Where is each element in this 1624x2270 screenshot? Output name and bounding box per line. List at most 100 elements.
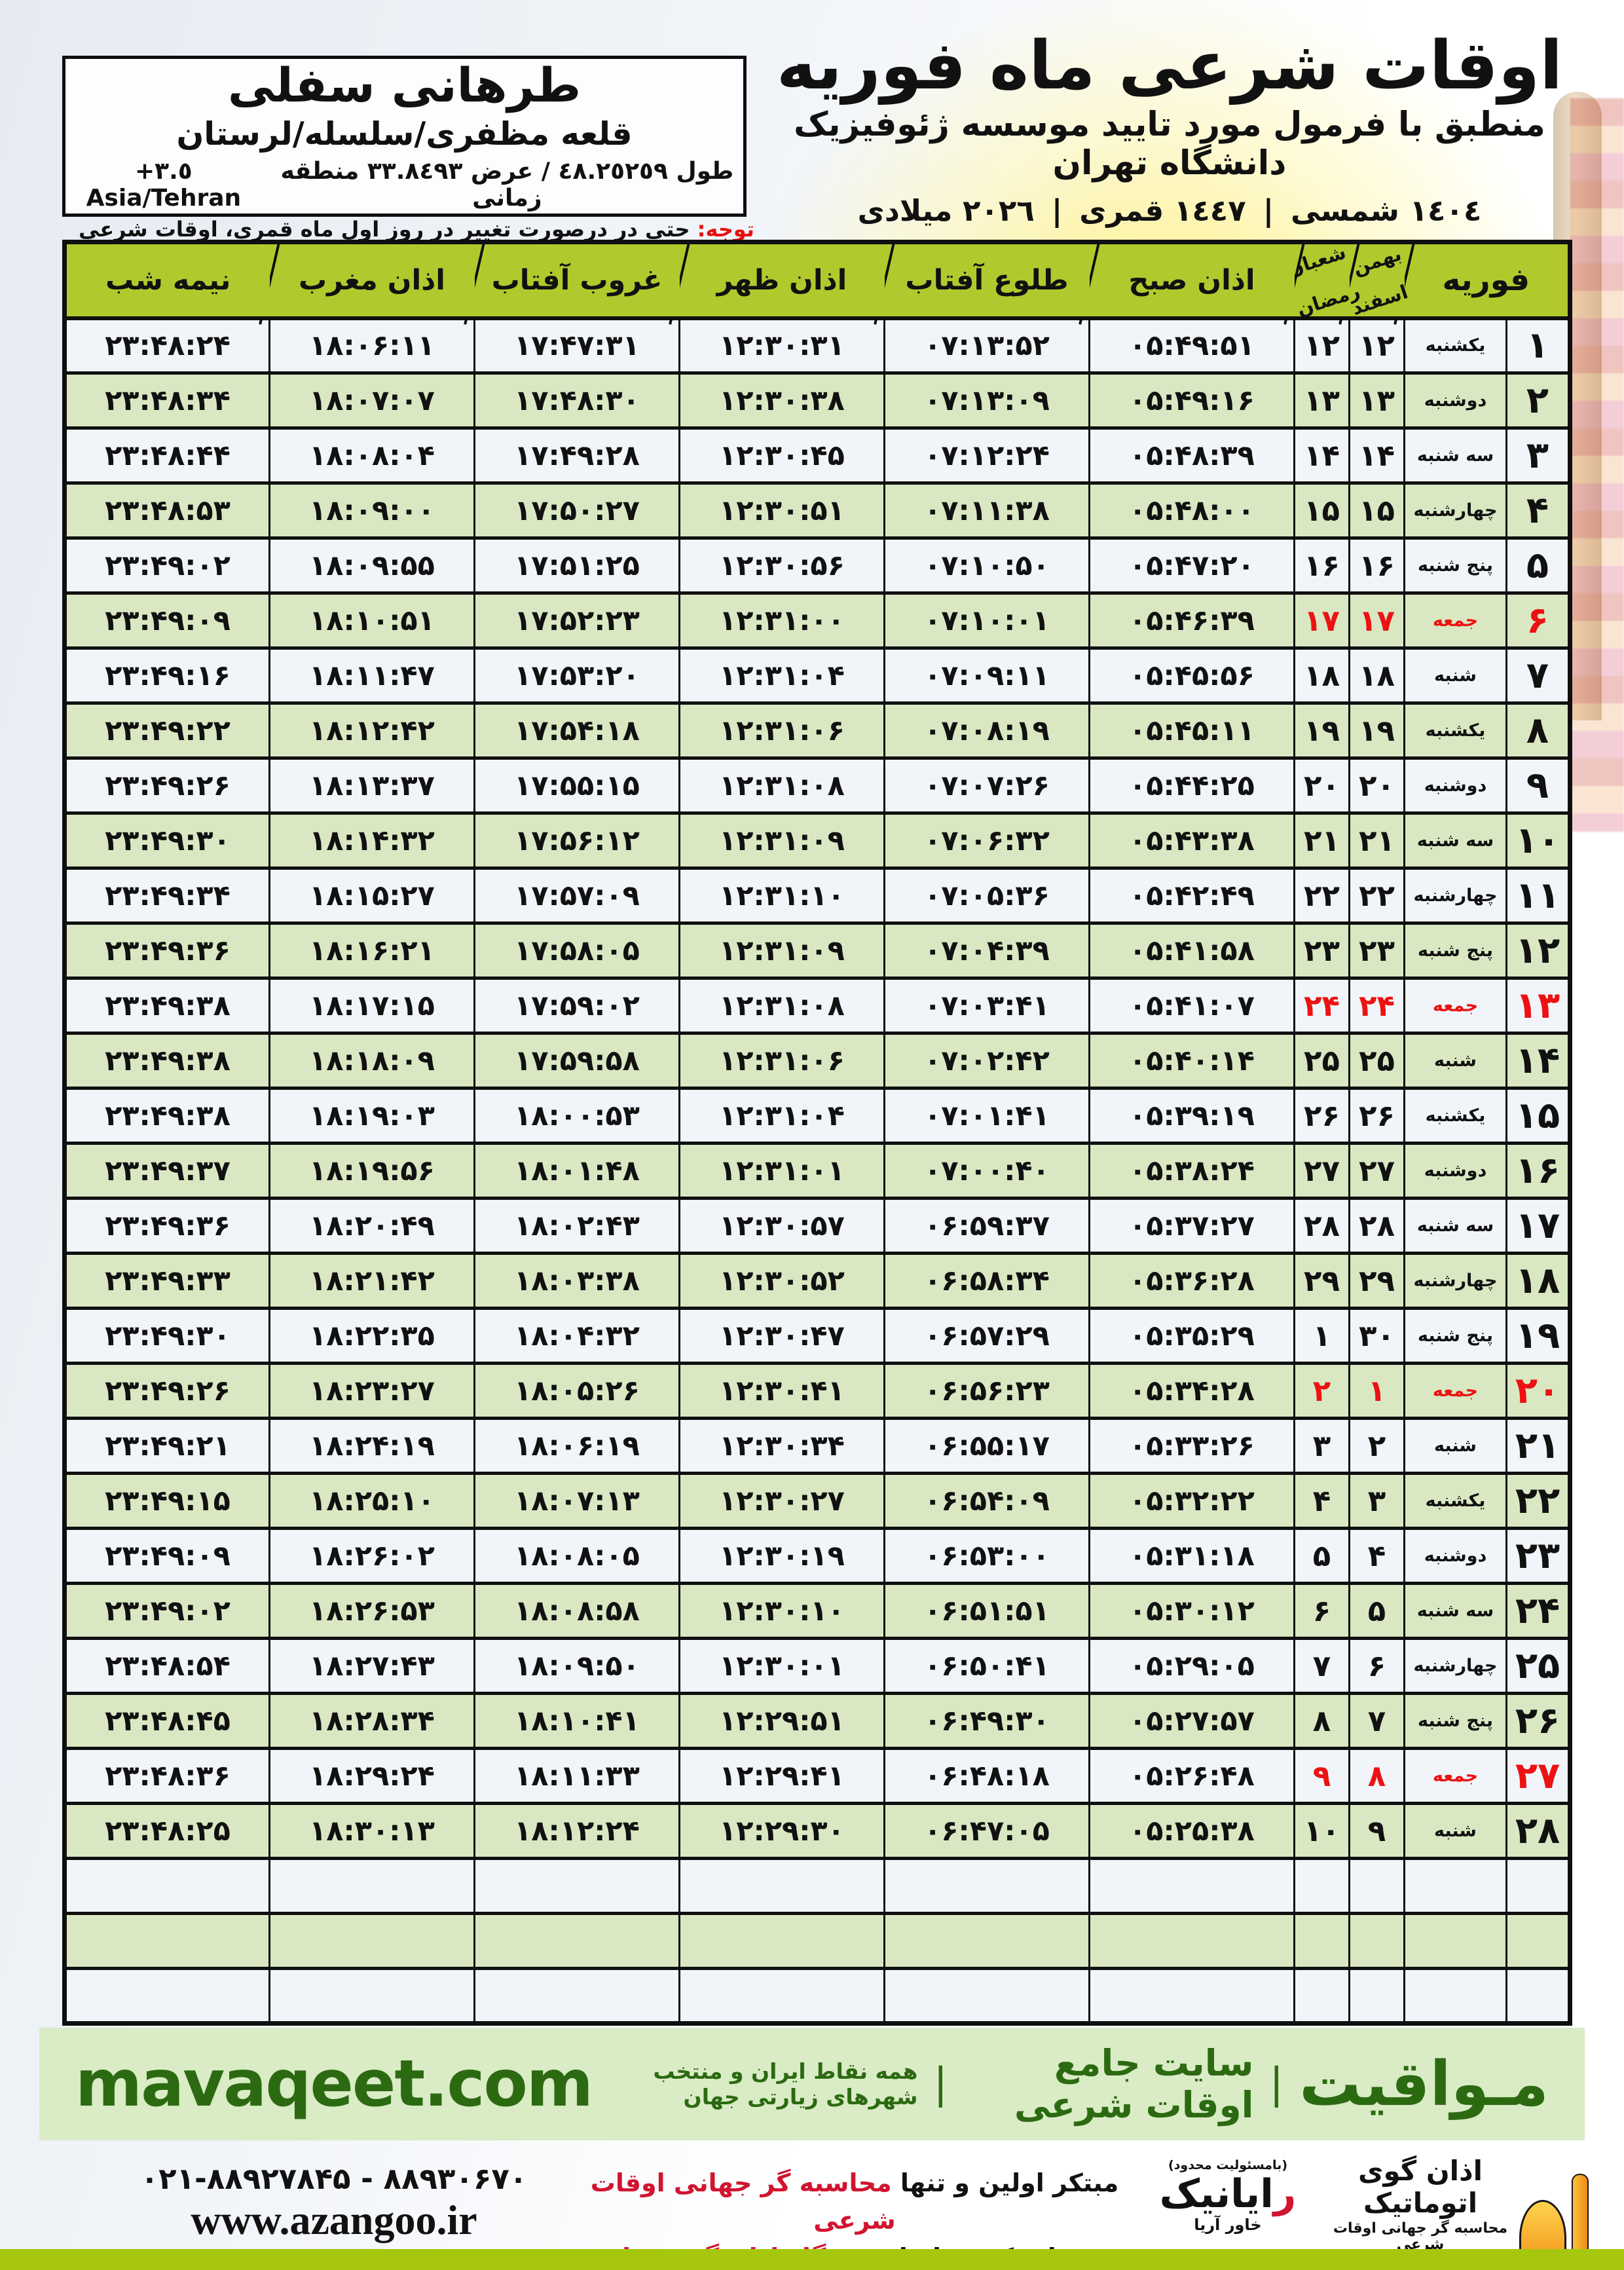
midnight-time: ۲۳:۴۹:۰۹ — [64, 591, 270, 648]
dhuhr-time: ۱۲:۳۰:۳۸ — [678, 371, 885, 428]
fajr-time: ۰۵:۳۸:۲۴ — [1088, 1142, 1295, 1199]
weekday-name: دوشنبه — [1403, 1527, 1507, 1584]
table-row: ۸ یکشنبه ۱۹ ۱۹ ۰۵:۴۵:۱۱ ۰۷:۰۸:۱۹ ۱۲:۳۱:۰… — [64, 701, 1570, 758]
weekday-name — [1403, 1967, 1507, 2024]
mavaqeet-url: mavaqeet.com — [75, 2047, 593, 2121]
solar-month-day: ۸ — [1348, 1747, 1405, 1804]
fajr-time: ۰۵:۴۵:۵۶ — [1088, 646, 1295, 703]
weekday-name: جمعه — [1403, 1747, 1507, 1804]
fajr-time: ۰۵:۳۷:۲۷ — [1088, 1197, 1295, 1254]
sunset-time: ۱۸:۰۹:۵۰ — [473, 1637, 680, 1694]
sunrise-time: ۰۶:۵۹:۳۷ — [883, 1197, 1090, 1254]
azangoo-logo: اذان گوی اتوماتیک محاسبه گر جهانی اوقات … — [1329, 2155, 1591, 2270]
solar-month-day: ۶ — [1348, 1637, 1405, 1694]
lunar-month-day — [1293, 1967, 1350, 2024]
rayanik-sub: خاور آریا — [1194, 2216, 1262, 2234]
lunar-month-day: ۱۹ — [1293, 701, 1350, 758]
midnight-time: ۲۳:۴۹:۲۶ — [64, 756, 270, 813]
dhuhr-time: ۱۲:۳۱:۰۰ — [678, 591, 885, 648]
sunrise-time: ۰۷:۰۳:۴۱ — [883, 977, 1090, 1033]
solar-month-day: ۲۴ — [1348, 977, 1405, 1033]
sunrise-time: ۰۶:۵۵:۱۷ — [883, 1417, 1090, 1474]
solar-month-day: ۵ — [1348, 1582, 1405, 1639]
dhuhr-time: ۱۲:۲۹:۳۰ — [678, 1802, 885, 1859]
weekday-name: سه شنبه — [1403, 811, 1507, 868]
fajr-time: ۰۵:۴۱:۵۸ — [1088, 921, 1295, 978]
sunset-time — [473, 1857, 680, 1914]
sunrise-time: ۰۷:۱۰:۵۰ — [883, 536, 1090, 593]
solar-month-day: ۷ — [1348, 1692, 1405, 1749]
year-separator: | — [1051, 193, 1063, 229]
maghrib-time: ۱۸:۱۴:۳۲ — [268, 811, 475, 868]
rayanik-name: رایانیک — [1146, 2172, 1310, 2216]
weekday-name: چهارشنبه — [1403, 1252, 1507, 1309]
fajr-time: ۰۵:۳۱:۱۸ — [1088, 1527, 1295, 1584]
sunrise-time: ۰۷:۱۳:۰۹ — [883, 371, 1090, 428]
sunset-time: ۱۷:۵۰:۲۷ — [473, 481, 680, 538]
dhuhr-time: ۱۲:۳۰:۰۱ — [678, 1637, 885, 1694]
solar-month-day: ۴ — [1348, 1527, 1405, 1584]
dhuhr-time: ۱۲:۳۰:۱۹ — [678, 1527, 885, 1584]
dhuhr-time: ۱۲:۳۱:۰۸ — [678, 756, 885, 813]
tagline-line1-black: مبتکر اولین و تنها — [900, 2168, 1119, 2197]
fajr-time: ۰۵:۴۴:۲۵ — [1088, 756, 1295, 813]
solar-month-day: ۲۸ — [1348, 1197, 1405, 1254]
midnight-time: ۲۳:۴۹:۳۸ — [64, 1032, 270, 1088]
sunrise-time: ۰۷:۰۵:۳۶ — [883, 866, 1090, 923]
table-row: ۱۵ یکشنبه ۲۶ ۲۶ ۰۵:۳۹:۱۹ ۰۷:۰۱:۴۱ ۱۲:۳۱:… — [64, 1087, 1570, 1144]
solar-month-day: ۱۴ — [1348, 426, 1405, 483]
maghrib-time: ۱۸:۱۱:۴۷ — [268, 646, 475, 703]
lunar-month-day: ۶ — [1293, 1582, 1350, 1639]
sunset-time: ۱۷:۵۹:۰۲ — [473, 977, 680, 1033]
table-row: ۲۳ دوشنبه ۴ ۵ ۰۵:۳۱:۱۸ ۰۶:۵۳:۰۰ ۱۲:۳۰:۱۹… — [64, 1527, 1570, 1584]
year-solar: ١٤٠٤ شمسی — [1291, 193, 1482, 229]
maghrib-time: ۱۸:۲۲:۳۵ — [268, 1307, 475, 1364]
table-row: ۱۶ دوشنبه ۲۷ ۲۷ ۰۵:۳۸:۲۴ ۰۷:۰۰:۴۰ ۱۲:۳۱:… — [64, 1142, 1570, 1199]
table-row: ۲۰ جمعه ۱ ۲ ۰۵:۳۴:۲۸ ۰۶:۵۶:۲۳ ۱۲:۳۰:۴۱ ۱… — [64, 1362, 1570, 1419]
midnight-time: ۲۳:۴۹:۳۷ — [64, 1142, 270, 1199]
midnight-time: ۲۳:۴۸:۴۴ — [64, 426, 270, 483]
sunrise-time: ۰۷:۱۲:۲۴ — [883, 426, 1090, 483]
midnight-time: ۲۳:۴۹:۲۶ — [64, 1362, 270, 1419]
header-lunar-month: شعبان رمضان — [1284, 241, 1362, 320]
february-day-number: ۲ — [1505, 371, 1570, 428]
weekday-name: دوشنبه — [1403, 1142, 1507, 1199]
table-row — [64, 1857, 1570, 1914]
midnight-time: ۲۳:۴۹:۳۸ — [64, 1087, 270, 1144]
february-day-number: ۲۵ — [1505, 1637, 1570, 1694]
maghrib-time: ۱۸:۱۸:۰۹ — [268, 1032, 475, 1088]
midnight-time: ۲۳:۴۸:۳۶ — [64, 1747, 270, 1804]
sunset-time: ۱۷:۵۶:۱۲ — [473, 811, 680, 868]
lunar-month-day: ۱۷ — [1293, 591, 1350, 648]
weekday-name: شنبه — [1403, 1032, 1507, 1088]
dhuhr-time: ۱۲:۳۱:۰۸ — [678, 977, 885, 1033]
weekday-name: پنج شنبه — [1403, 536, 1507, 593]
maghrib-time — [268, 1967, 475, 2024]
sunrise-time: ۰۷:۰۶:۳۲ — [883, 811, 1090, 868]
sunset-time: ۱۸:۰۶:۱۹ — [473, 1417, 680, 1474]
header-midnight: نیمه شب — [64, 242, 270, 320]
maghrib-time: ۱۸:۲۶:۰۲ — [268, 1527, 475, 1584]
sunset-time: ۱۸:۰۱:۴۸ — [473, 1142, 680, 1199]
midnight-time: ۲۳:۴۹:۱۵ — [64, 1472, 270, 1529]
dhuhr-time: ۱۲:۳۰:۲۷ — [678, 1472, 885, 1529]
fajr-time: ۰۵:۴۹:۵۱ — [1088, 316, 1295, 373]
maghrib-time: ۱۸:۰۷:۰۷ — [268, 371, 475, 428]
sunset-time: ۱۷:۴۷:۳۱ — [473, 316, 680, 373]
lunar-month-day: ۱۰ — [1293, 1802, 1350, 1859]
table-row: ۲۴ سه شنبه ۵ ۶ ۰۵:۳۰:۱۲ ۰۶:۵۱:۵۱ ۱۲:۳۰:۱… — [64, 1582, 1570, 1639]
fajr-time: ۰۵:۴۹:۱۶ — [1088, 371, 1295, 428]
location-name: طرهانی سفلی — [227, 57, 581, 113]
fajr-time: ۰۵:۴۲:۴۹ — [1088, 866, 1295, 923]
midnight-time: ۲۳:۴۹:۳۴ — [64, 866, 270, 923]
table-row: ۵ پنج شنبه ۱۶ ۱۶ ۰۵:۴۷:۲۰ ۰۷:۱۰:۵۰ ۱۲:۳۰… — [64, 536, 1570, 593]
sunset-time: ۱۸:۱۰:۴۱ — [473, 1692, 680, 1749]
dhuhr-time: ۱۲:۳۰:۵۲ — [678, 1252, 885, 1309]
dhuhr-time — [678, 1857, 885, 1914]
dhuhr-time — [678, 1967, 885, 2024]
solar-month-day: ۹ — [1348, 1802, 1405, 1859]
tagline-line1: مبتکر اولین و تنها محاسبه گر جهانی اوقات… — [566, 2165, 1143, 2239]
table-row: ۱۱ چهارشنبه ۲۲ ۲۲ ۰۵:۴۲:۴۹ ۰۷:۰۵:۳۶ ۱۲:۳… — [64, 866, 1570, 923]
dhuhr-time: ۱۲:۳۰:۱۰ — [678, 1582, 885, 1639]
february-day-number: ۲۴ — [1505, 1582, 1570, 1639]
